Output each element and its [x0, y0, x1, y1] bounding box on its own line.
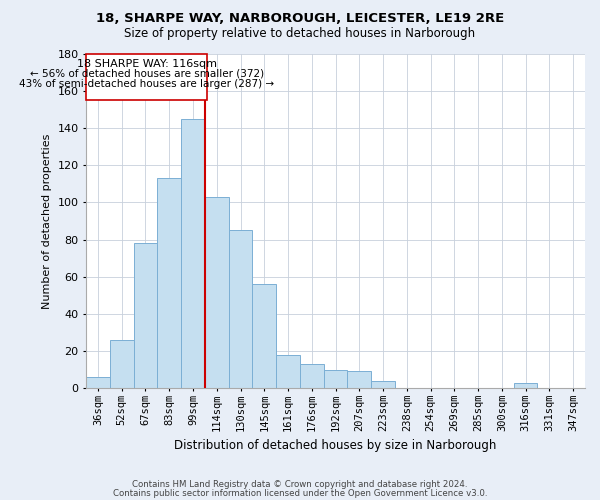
Bar [300, 364, 323, 388]
Text: ← 56% of detached houses are smaller (372): ← 56% of detached houses are smaller (37… [29, 69, 264, 79]
Text: Size of property relative to detached houses in Narborough: Size of property relative to detached ho… [124, 28, 476, 40]
Bar [347, 372, 371, 388]
Text: Contains public sector information licensed under the Open Government Licence v3: Contains public sector information licen… [113, 489, 487, 498]
Bar [276, 354, 300, 388]
Bar [323, 370, 347, 388]
Text: Contains HM Land Registry data © Crown copyright and database right 2024.: Contains HM Land Registry data © Crown c… [132, 480, 468, 489]
Bar [86, 377, 110, 388]
Text: 18 SHARPE WAY: 116sqm: 18 SHARPE WAY: 116sqm [77, 58, 217, 68]
Text: 43% of semi-detached houses are larger (287) →: 43% of semi-detached houses are larger (… [19, 79, 274, 89]
Y-axis label: Number of detached properties: Number of detached properties [42, 134, 52, 308]
Bar [514, 382, 538, 388]
FancyBboxPatch shape [86, 54, 207, 100]
Bar [205, 197, 229, 388]
Bar [157, 178, 181, 388]
Bar [181, 119, 205, 388]
Bar [110, 340, 134, 388]
Bar [134, 244, 157, 388]
Bar [253, 284, 276, 388]
X-axis label: Distribution of detached houses by size in Narborough: Distribution of detached houses by size … [175, 440, 497, 452]
Bar [229, 230, 253, 388]
Text: 18, SHARPE WAY, NARBOROUGH, LEICESTER, LE19 2RE: 18, SHARPE WAY, NARBOROUGH, LEICESTER, L… [96, 12, 504, 26]
Bar [371, 380, 395, 388]
